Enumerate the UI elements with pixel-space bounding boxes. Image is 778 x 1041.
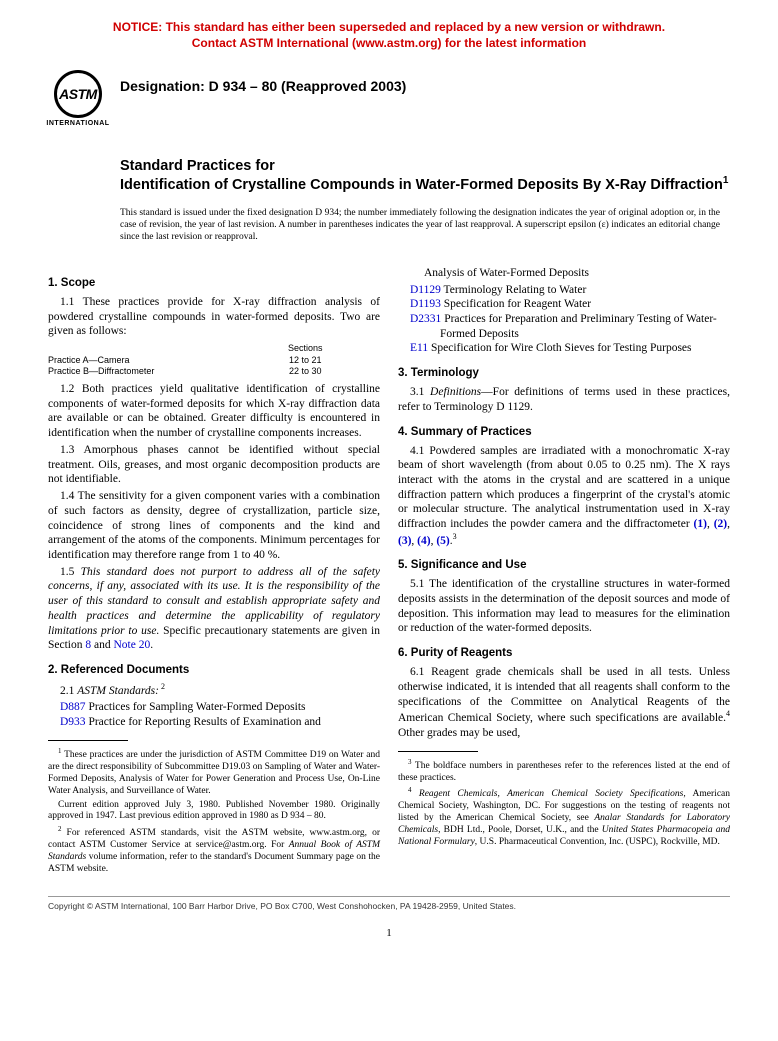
header-row: ASTM INTERNATIONAL Designation: D 934 – … [48,69,730,129]
copyright: Copyright © ASTM International, 100 Barr… [48,896,730,912]
footnote-3: 3 The boldface numbers in parentheses re… [398,758,730,785]
ref-d2331: D2331 Practices for Preparation and Prel… [398,312,730,341]
purity-6-1: 6.1 Reagent grade chemicals shall be use… [398,665,730,740]
right-footnotes: 3 The boldface numbers in parentheses re… [398,758,730,849]
right-column: Analysis of Water-Formed Deposits D1129 … [398,266,730,878]
notice-line1: NOTICE: This standard has either been su… [113,20,665,34]
ref-e11-link[interactable]: E11 [410,342,428,354]
astm-logo: ASTM INTERNATIONAL [48,69,108,129]
ref-d933-link[interactable]: D933 [60,716,86,728]
logo-sub: INTERNATIONAL [46,119,109,128]
note-20-link[interactable]: Note 20 [113,639,150,651]
left-footnotes: 1 These practices are under the jurisdic… [48,747,380,876]
terminology-3-1: 3.1 Definitions—For definitions of terms… [398,385,730,414]
scope-1-1: 1.1 These practices provide for X-ray di… [48,295,380,339]
title-block: Standard Practices for Identification of… [48,157,730,194]
title-main-text: Identification of Crystalline Compounds … [120,177,723,193]
footnote-2: 2 For referenced ASTM standards, visit t… [48,825,380,876]
ref-d1193-link[interactable]: D1193 [410,298,441,310]
scope-1-5: 1.5 This standard does not purport to ad… [48,565,380,653]
ref-1-link[interactable]: (1) [694,518,707,530]
footnote-1b: Current edition approved July 3, 1980. P… [48,800,380,824]
footnote-rule [48,740,128,741]
page-number: 1 [48,926,730,940]
ref-d1193: D1193 Specification for Reagent Water [398,297,730,312]
title-main: Identification of Crystalline Compounds … [120,175,730,194]
title-pre: Standard Practices for [120,157,730,175]
practice-table: Sections Practice A—Camera 12 to 21 Prac… [48,343,380,378]
footnote-1: 1 These practices are under the jurisdic… [48,747,380,798]
scope-1-4: 1.4 The sensitivity for a given componen… [48,489,380,563]
body-columns: 1. Scope 1.1 These practices provide for… [48,266,730,878]
table-header: Sections [48,343,380,355]
table-cell: 22 to 30 [231,366,380,378]
ref-4-link[interactable]: (4) [417,535,430,547]
table-head-sections: Sections [231,343,380,355]
scope-heading: 1. Scope [48,276,380,291]
ref-d2331-link[interactable]: D2331 [410,313,441,325]
significance-5-1: 5.1 The identification of the crystallin… [398,577,730,636]
astm-logo-circle: ASTM [54,70,102,118]
ref-5-link[interactable]: (5) [436,535,449,547]
issue-note: This standard is issued under the fixed … [48,208,730,244]
ref-2-link[interactable]: (2) [714,518,727,530]
refdocs-2-1: 2.1 ASTM Standards: 2 [48,682,380,699]
table-row: Practice A—Camera 12 to 21 [48,355,380,367]
footnote-rule-right [398,751,478,752]
footnote-4: 4 Reagent Chemicals, American Chemical S… [398,786,730,849]
notice-line2: Contact ASTM International (www.astm.org… [192,36,586,50]
refdocs-heading: 2. Referenced Documents [48,663,380,678]
ref-d1129-link[interactable]: D1129 [410,284,441,296]
summary-heading: 4. Summary of Practices [398,425,730,440]
ref-continuation: Analysis of Water-Formed Deposits [398,266,730,281]
ref-3-link[interactable]: (3) [398,535,411,547]
table-cell: Practice B—Diffractometer [48,366,231,378]
table-cell: Practice A—Camera [48,355,231,367]
purity-heading: 6. Purity of Reagents [398,646,730,661]
title-sup: 1 [723,175,729,186]
ref-d887-link[interactable]: D887 [60,701,86,713]
left-column: 1. Scope 1.1 These practices provide for… [48,266,380,878]
table-cell: 12 to 21 [231,355,380,367]
scope-1-2: 1.2 Both practices yield qualitative ide… [48,382,380,441]
ref-d933: D933 Practice for Reporting Results of E… [48,715,380,730]
document-page: NOTICE: This standard has either been su… [0,0,778,960]
ref-d1129: D1129 Terminology Relating to Water [398,283,730,298]
designation: Designation: D 934 – 80 (Reapproved 2003… [120,69,406,95]
summary-4-1: 4.1 Powdered samples are irradiated with… [398,444,730,549]
ref-d887: D887 Practices for Sampling Water-Formed… [48,700,380,715]
logo-text: ASTM [59,85,97,103]
terminology-heading: 3. Terminology [398,366,730,381]
scope-1-3: 1.3 Amorphous phases cannot be identifie… [48,443,380,487]
notice-banner: NOTICE: This standard has either been su… [48,20,730,51]
table-row: Practice B—Diffractometer 22 to 30 [48,366,380,378]
ref-e11: E11 Specification for Wire Cloth Sieves … [398,341,730,356]
significance-heading: 5. Significance and Use [398,558,730,573]
